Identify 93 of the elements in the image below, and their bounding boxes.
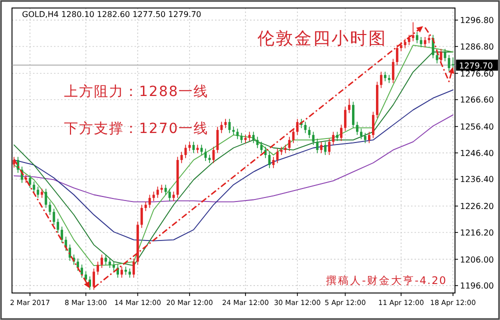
candlestick	[148, 194, 151, 208]
candlestick	[140, 204, 143, 228]
y-tick-label: 1216.20	[460, 227, 494, 238]
candlestick	[36, 186, 40, 198]
candlestick	[56, 218, 60, 234]
candlestick	[52, 208, 56, 226]
candlestick	[156, 186, 159, 198]
candlestick	[324, 141, 326, 156]
candlestick	[256, 136, 259, 149]
candlestick	[368, 131, 370, 144]
candlestick	[416, 32, 418, 44]
candlestick	[412, 22, 414, 42]
candlestick	[428, 34, 430, 44]
text: 伦敦金四小时图	[257, 29, 387, 49]
candlestick	[68, 244, 72, 262]
candlestick	[348, 98, 350, 114]
candlestick	[152, 191, 155, 202]
candlestick	[168, 188, 171, 202]
candlestick	[200, 144, 203, 156]
candlestick	[80, 264, 84, 278]
candlestick	[296, 118, 299, 136]
candlestick	[340, 124, 342, 142]
annotation: 撰稿人-财金大亨-4.20	[326, 274, 447, 287]
candlestick	[40, 188, 44, 198]
candlestick	[400, 42, 402, 52]
candlestick	[192, 141, 195, 154]
candlestick	[312, 131, 315, 146]
candlestick	[352, 101, 354, 129]
candlestick	[208, 154, 211, 164]
candlestick	[268, 151, 271, 169]
candlestick	[76, 258, 80, 272]
candlestick	[388, 74, 390, 84]
candlestick	[108, 258, 111, 268]
candlestick	[320, 141, 322, 154]
candlestick	[292, 128, 295, 144]
annotation: 下方支撑：1270一线	[64, 121, 209, 137]
y-tick-label: 1256.40	[460, 122, 494, 132]
candlestick	[44, 188, 48, 208]
ref-line-label: 1279.70	[459, 60, 493, 70]
candlestick	[264, 146, 267, 159]
candlestick	[128, 268, 131, 278]
candlestick	[328, 138, 330, 156]
candlestick	[96, 261, 100, 276]
y-tick-label: 1266.60	[460, 94, 494, 105]
y-tick-label: 1236.40	[460, 174, 494, 184]
candlestick	[60, 226, 64, 244]
y-tick-label: 1196.00	[460, 280, 494, 291]
y-tick-label: 1276.60	[460, 68, 494, 78]
candlestick	[332, 131, 334, 146]
candlestick	[280, 146, 283, 156]
candlestick	[392, 58, 394, 84]
candlestick	[424, 36, 426, 48]
candlestick	[384, 71, 386, 82]
candlestick	[404, 38, 406, 49]
candlestick	[308, 126, 311, 139]
candlestick	[48, 201, 52, 216]
y-tick-label: 1246.40	[460, 148, 494, 158]
candlestick	[284, 144, 287, 154]
candlestick	[144, 201, 147, 212]
candlestick	[364, 132, 366, 144]
candlestick	[184, 144, 187, 159]
candlestick	[420, 36, 422, 48]
candlestick	[132, 258, 135, 278]
candlestick	[100, 254, 103, 268]
candlestick	[104, 254, 107, 266]
y-tick-label: 1296.80	[460, 15, 494, 26]
candlestick	[356, 121, 358, 136]
candlestick	[164, 184, 167, 196]
candlestick	[336, 131, 338, 142]
candlestick	[92, 268, 96, 290]
y-tick-label: 1206.00	[460, 254, 494, 264]
candlestick	[372, 111, 374, 139]
candlestick	[196, 144, 199, 154]
candlestick	[288, 136, 291, 152]
candlestick	[360, 128, 362, 140]
candlestick	[276, 148, 279, 164]
candlestick	[204, 148, 207, 162]
candlestick	[260, 141, 263, 154]
candlestick	[272, 156, 275, 169]
candlestick	[304, 121, 307, 134]
y-tick-label: 1226.20	[460, 201, 494, 212]
annotation: 上方阻力：1288一线	[64, 84, 209, 100]
candlestick	[188, 141, 191, 152]
candlestick	[180, 151, 183, 164]
candlestick	[316, 138, 319, 154]
candlestick	[380, 71, 382, 88]
candlestick	[172, 191, 175, 202]
candlestick	[396, 44, 398, 66]
chart-subtitle: GOLD,H4 1280.10 1282.60 1277.50 1279.70	[22, 10, 202, 19]
line-series	[14, 114, 454, 202]
y-tick-label: 1286.80	[460, 41, 494, 52]
candlestick	[344, 106, 346, 132]
candlestick	[120, 266, 123, 278]
